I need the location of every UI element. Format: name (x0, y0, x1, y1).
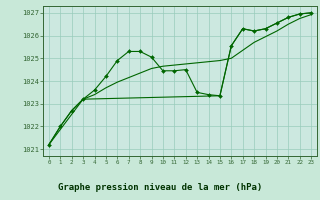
Text: Graphe pression niveau de la mer (hPa): Graphe pression niveau de la mer (hPa) (58, 183, 262, 192)
